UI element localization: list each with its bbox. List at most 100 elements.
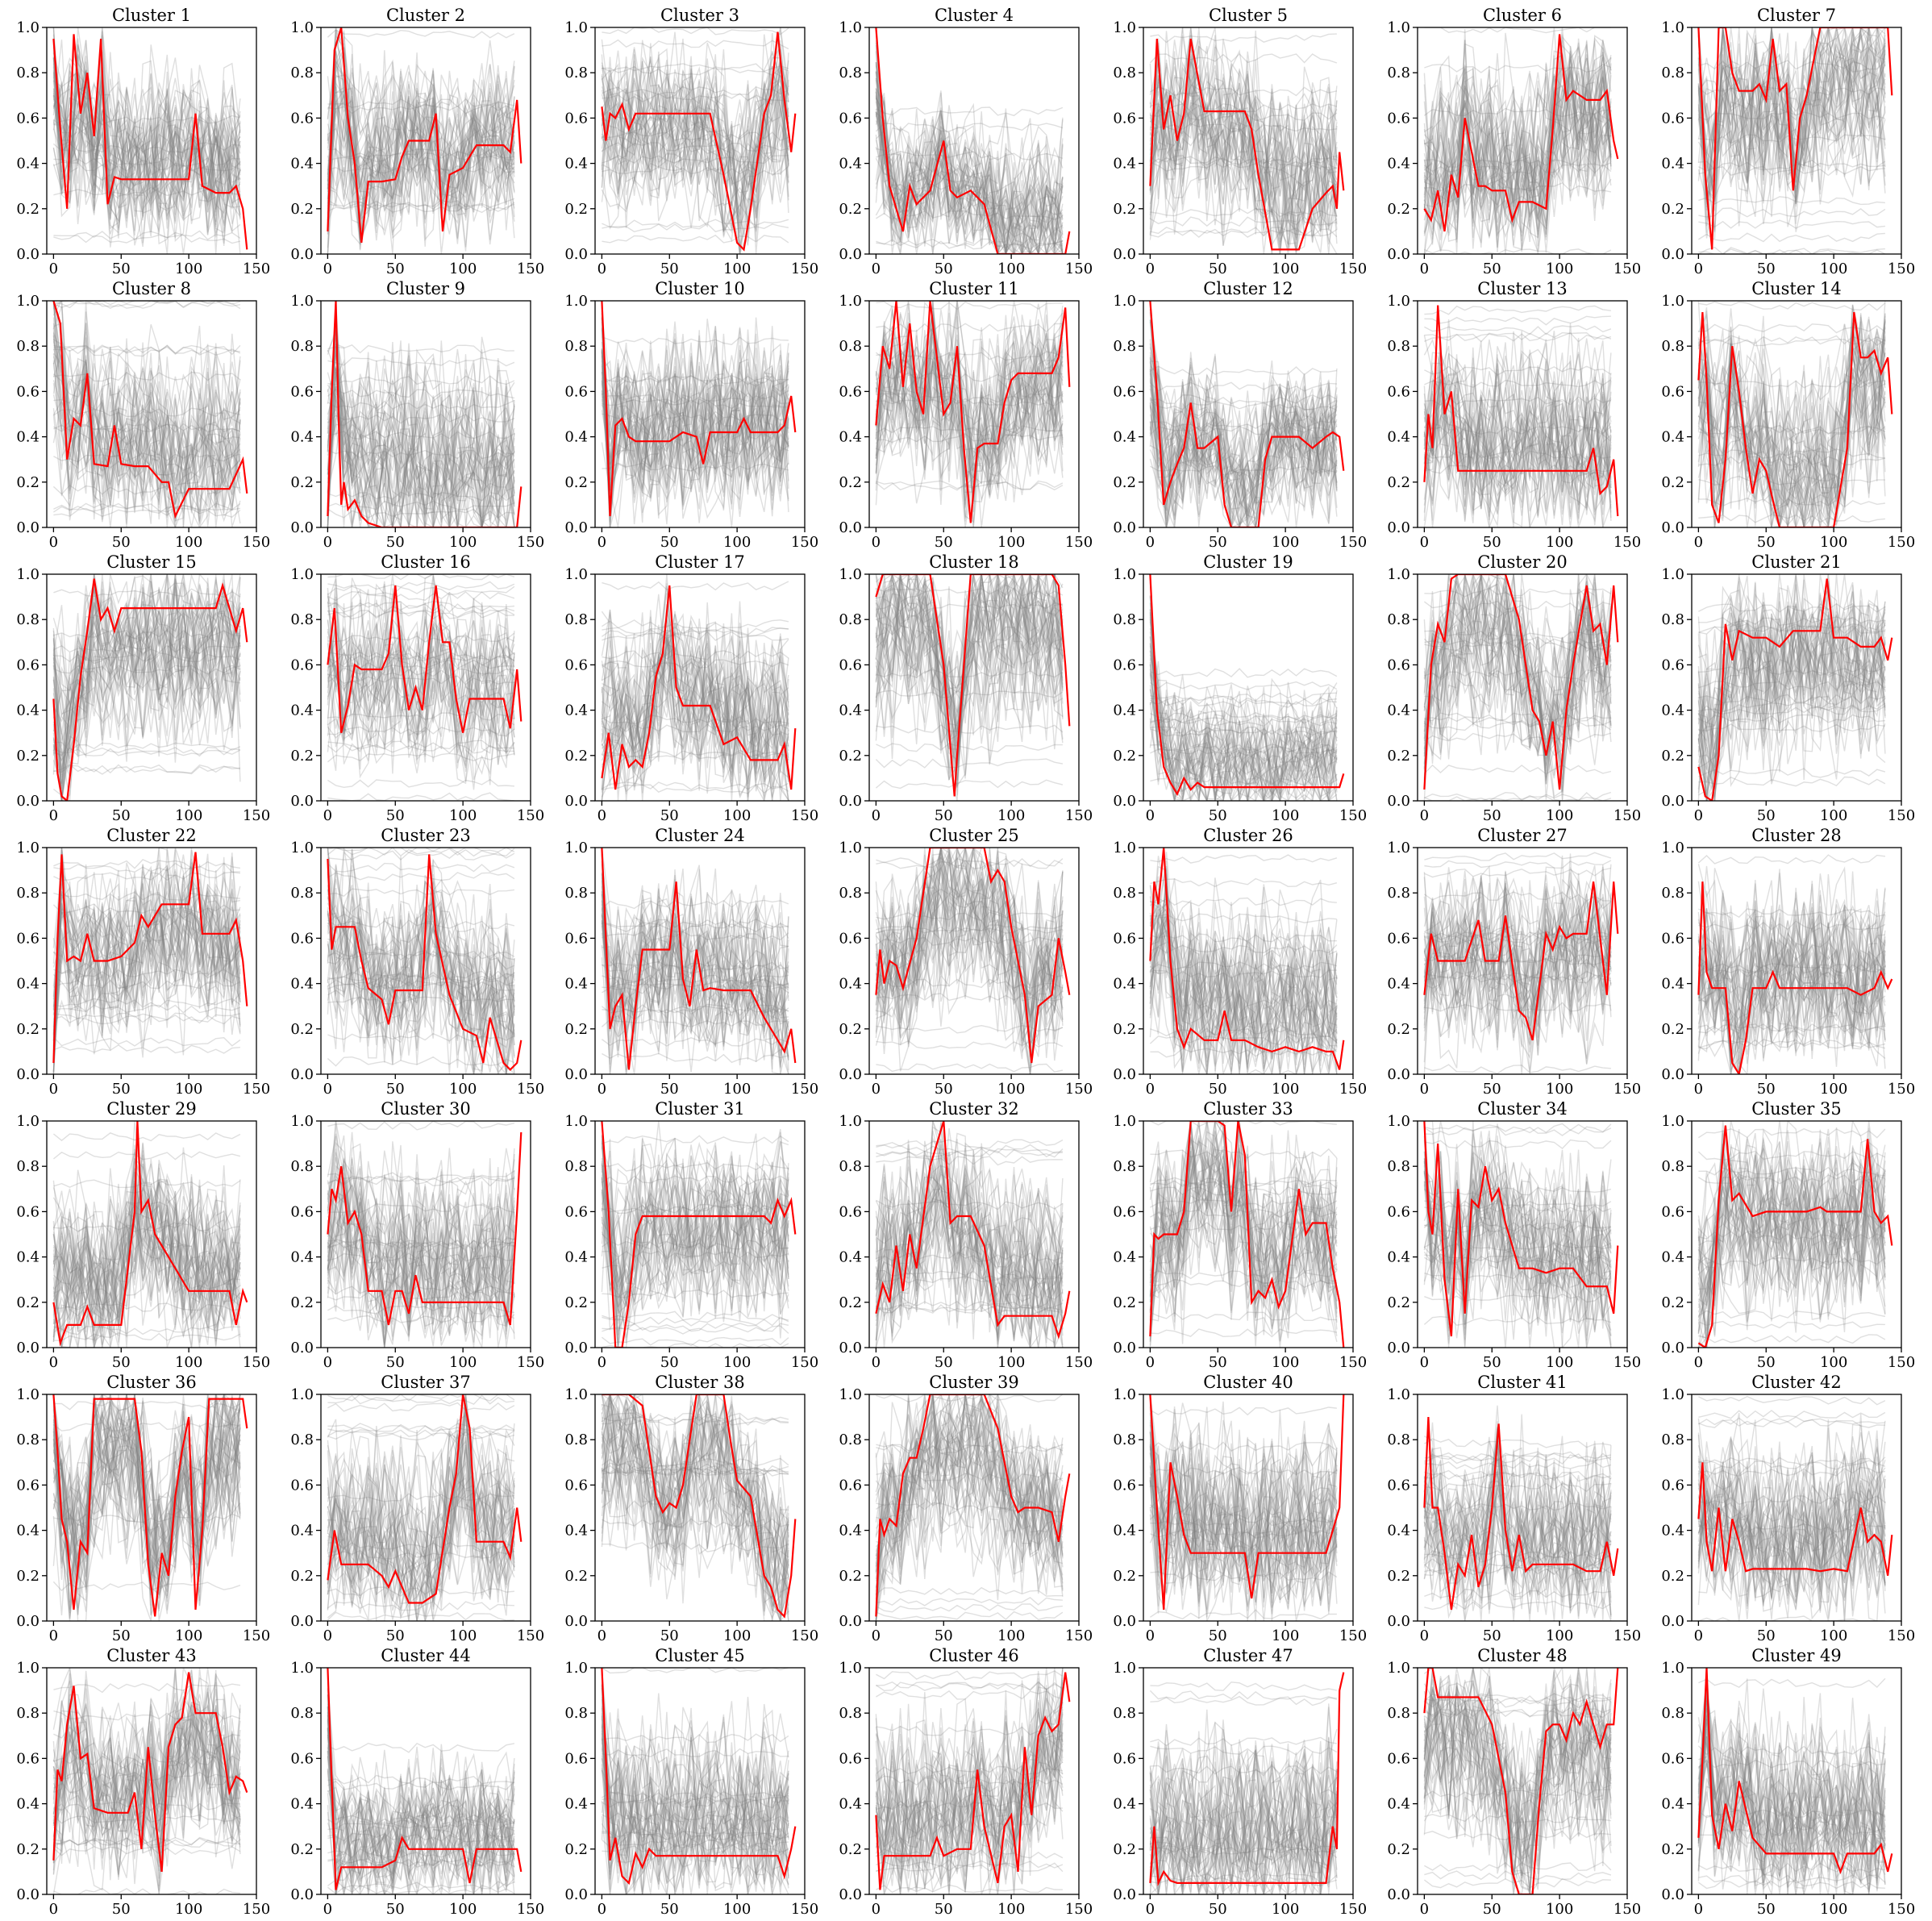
member-line (875, 1394, 1064, 1575)
member-line (1697, 1678, 1886, 1894)
member-line (1697, 1700, 1886, 1894)
x-tick-label: 100 (997, 1354, 1025, 1371)
center-line (1149, 1394, 1345, 1611)
member-line (875, 1400, 1064, 1589)
y-tick-label: 0.6 (16, 930, 40, 947)
member-line (601, 1688, 789, 1887)
member-line (1424, 1126, 1612, 1136)
member-line (1150, 692, 1337, 702)
member-line (601, 632, 789, 797)
member-line (602, 581, 789, 591)
member-line (327, 581, 515, 590)
member-line (53, 344, 241, 356)
member-line (1697, 61, 1886, 217)
x-tick-label: 150 (791, 1081, 818, 1098)
member-line (52, 1394, 241, 1616)
x-tick-label: 100 (1272, 1354, 1299, 1371)
member-line (52, 1399, 241, 1595)
member-line (1424, 159, 1612, 168)
member-line (875, 1410, 1064, 1594)
y-tick-label: 0.2 (1661, 1841, 1684, 1858)
member-line (1697, 612, 1886, 743)
member-line (327, 596, 515, 754)
member-line (1149, 31, 1338, 248)
x-tick-label: 100 (997, 260, 1025, 277)
center-line (1697, 1668, 1893, 1875)
member-line (601, 1140, 789, 1321)
member-line (52, 360, 241, 524)
member-line (1423, 584, 1612, 794)
member-line (875, 301, 1064, 488)
member-line (52, 1178, 241, 1347)
member-line (876, 1702, 1064, 1894)
member-line (1149, 1738, 1338, 1894)
member-line (1423, 1680, 1612, 1894)
member-line (1149, 69, 1338, 242)
member-line (601, 1409, 789, 1611)
x-tick-label: 100 (1546, 534, 1573, 551)
member-line (327, 1177, 515, 1338)
member-bundle (1697, 27, 1886, 254)
member-line (327, 625, 515, 754)
y-tick-label: 0.8 (16, 885, 40, 902)
member-line (327, 1430, 515, 1620)
member-line (1149, 30, 1338, 245)
member-line (1697, 1809, 1886, 1819)
member-line (327, 395, 515, 527)
axes-frame (1143, 1667, 1354, 1895)
member-line (1423, 354, 1612, 527)
member-line (327, 602, 515, 613)
member-line (327, 858, 515, 1039)
member-line (1424, 721, 1612, 731)
y-tick-label: 0.8 (839, 885, 862, 902)
member-line (875, 1682, 1064, 1863)
member-line (1424, 325, 1612, 335)
member-line (327, 1394, 515, 1402)
member-line (875, 574, 1064, 781)
member-line (1149, 636, 1338, 801)
member-line (1423, 574, 1612, 781)
member-line (601, 602, 789, 791)
member-line (1424, 1461, 1612, 1470)
member-line (1697, 27, 1886, 208)
member-line (1423, 870, 1612, 1040)
member-line (52, 27, 241, 233)
member-line (1697, 1138, 1886, 1317)
member-line (1149, 378, 1338, 527)
member-line (327, 675, 514, 685)
member-line (875, 301, 1064, 495)
member-line (1697, 1477, 1886, 1590)
member-line (1150, 969, 1337, 979)
member-line (327, 848, 515, 1056)
member-line (1697, 1256, 1886, 1267)
member-line (601, 1716, 789, 1884)
member-line (52, 1717, 240, 1854)
member-line (52, 585, 241, 775)
member-line (327, 344, 514, 354)
member-line (602, 1311, 789, 1321)
member-line (53, 1223, 240, 1232)
member-line (1423, 574, 1612, 755)
member-line (875, 574, 1064, 735)
member-line (52, 598, 241, 747)
member-line (327, 331, 515, 519)
x-tick-label: 50 (935, 807, 953, 824)
member-line (52, 311, 241, 495)
member-line (875, 1765, 1063, 1776)
axes-frame (868, 1120, 1080, 1348)
y-tick-label: 0.4 (1113, 1523, 1136, 1540)
member-line (327, 1175, 515, 1185)
member-line (1424, 305, 1611, 315)
member-line (327, 1436, 515, 1620)
member-line (875, 332, 1064, 469)
member-line (327, 1136, 515, 1336)
y-tick-label: 0.6 (290, 110, 314, 127)
x-tick-label: 100 (175, 807, 202, 824)
member-line (1423, 1668, 1612, 1891)
member-line (1149, 51, 1338, 235)
member-line (52, 72, 241, 231)
member-line (52, 1165, 241, 1348)
member-line (875, 1414, 1064, 1615)
member-line (601, 301, 789, 498)
